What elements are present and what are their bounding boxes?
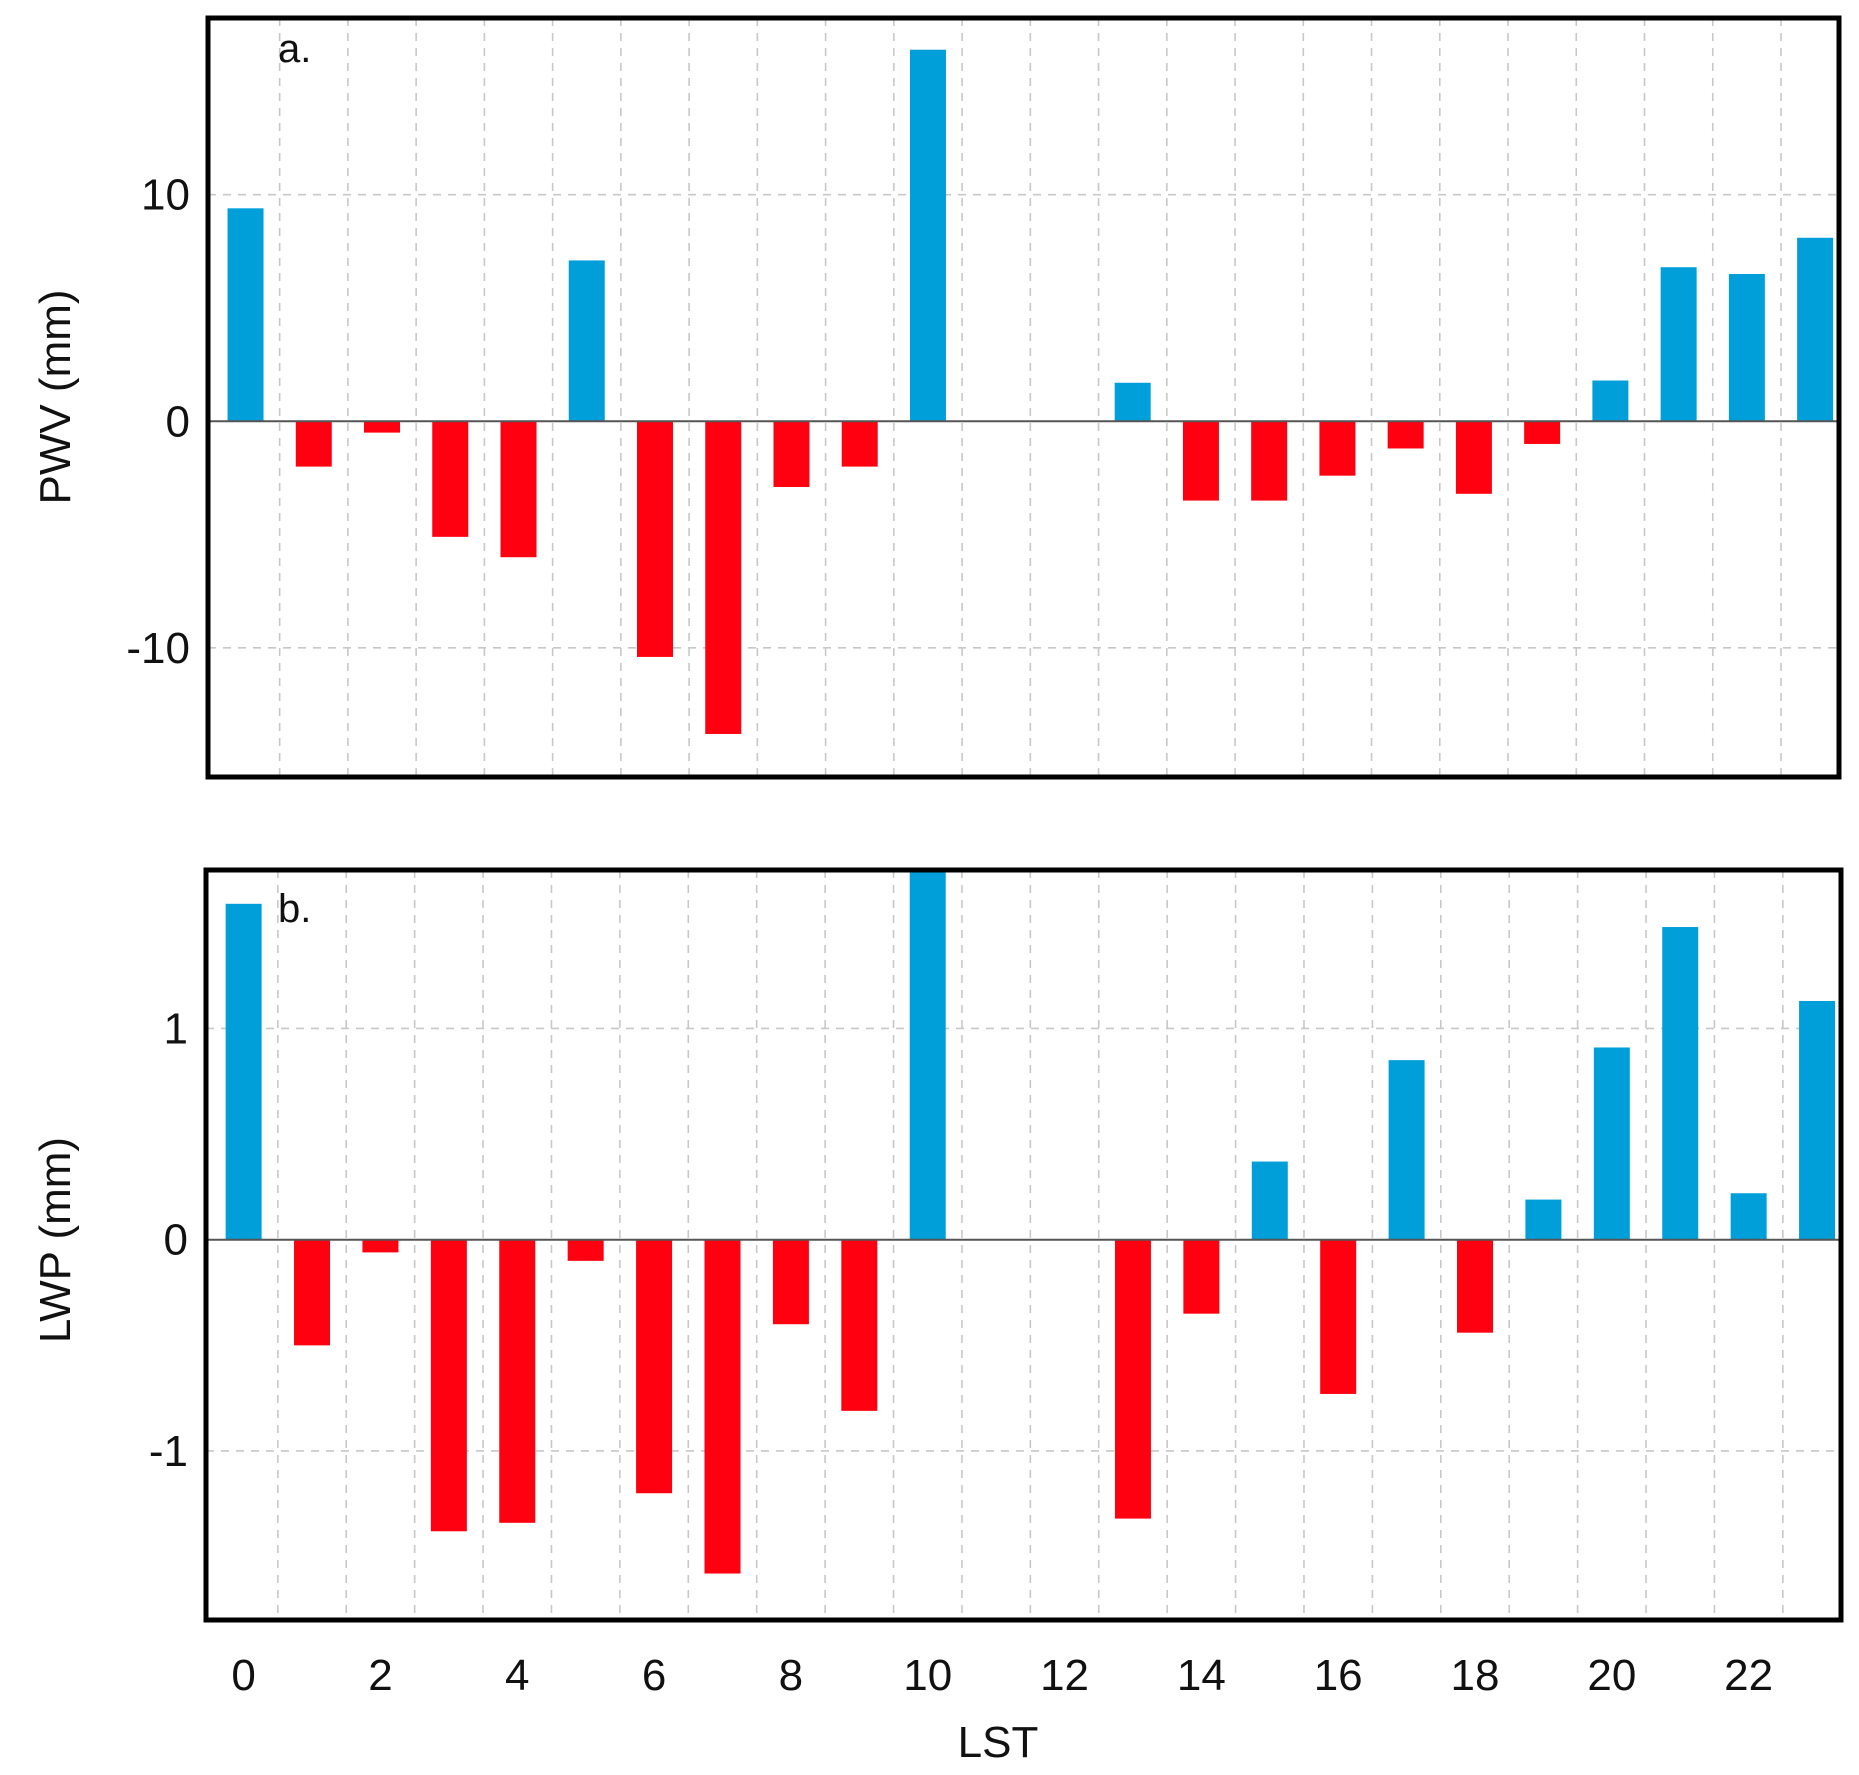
panel-a-y-tick-labels: -10 0 10	[126, 171, 190, 673]
panel-b-y-tick-label: -1	[149, 1427, 188, 1476]
panel-b-x-tick-labels: 0 2 4 6 8 10 12 14 16 18 20 22	[231, 1651, 1773, 1700]
panel-b-bar-10	[909, 872, 946, 1240]
x-tick-label: 0	[231, 1651, 255, 1700]
panel-b-bar-8	[772, 1239, 809, 1325]
x-tick-label: 6	[642, 1651, 666, 1700]
panel-b-bar-16	[1320, 1239, 1357, 1394]
panel-b-bar-15	[1251, 1161, 1288, 1240]
x-tick-label: 12	[1040, 1651, 1089, 1700]
panel-b-bar-20	[1593, 1047, 1630, 1240]
panel-b-y-axis-title: LWP (mm)	[31, 1137, 80, 1343]
panel-b-frame	[203, 867, 1844, 1623]
panel-b-bar-13	[1114, 1239, 1151, 1519]
panel-a-bars	[227, 49, 1834, 734]
panel-b-y-tick-labels: -1 0 1	[149, 1004, 188, 1476]
panel-a-bar-0	[227, 208, 264, 422]
panel-a-frame	[205, 15, 1842, 780]
panel-b-bar-7	[704, 1239, 741, 1574]
panel-b-bar-6	[636, 1239, 673, 1494]
panel-a-bar-10	[909, 49, 946, 422]
panel-b-y-tick-label: 1	[164, 1004, 188, 1053]
panel-a-bar-20	[1592, 380, 1629, 422]
panel-a-pwv-chart: -10 0 10 a. PWV (mm)	[31, 15, 1842, 780]
panel-a-bar-16	[1319, 421, 1356, 476]
x-tick-label: 18	[1451, 1651, 1500, 1700]
panel-a-bar-15	[1251, 421, 1288, 501]
panel-a-y-tick-label: 10	[141, 171, 190, 220]
panel-a-bar-14	[1182, 421, 1219, 501]
panel-a-bar-9	[841, 421, 878, 467]
panel-a-bar-6	[636, 421, 673, 657]
x-tick-label: 8	[779, 1651, 803, 1700]
panel-a-bar-21	[1660, 267, 1697, 422]
x-axis-title: LST	[958, 1718, 1039, 1767]
panel-b-bar-0	[225, 903, 262, 1240]
panel-a-bar-17	[1387, 421, 1424, 449]
panel-b-bar-2	[362, 1239, 399, 1253]
panel-b-bar-5	[567, 1239, 604, 1261]
x-tick-label: 10	[903, 1651, 952, 1700]
panel-a-label: a.	[278, 27, 311, 71]
panel-a-bar-4	[500, 421, 537, 558]
panel-a-bar-8	[773, 421, 810, 487]
panel-a-bar-5	[568, 260, 605, 422]
panel-a-grid	[208, 18, 1839, 777]
panel-b-bar-9	[841, 1239, 878, 1411]
panel-b-bars	[225, 872, 1836, 1574]
panel-a-bar-22	[1728, 274, 1765, 422]
x-tick-label: 16	[1314, 1651, 1363, 1700]
x-tick-label: 14	[1177, 1651, 1226, 1700]
panel-b-bar-3	[430, 1239, 467, 1532]
panel-a-bar-3	[432, 421, 469, 537]
panel-b-bar-18	[1457, 1239, 1494, 1333]
panel-b-grid	[206, 870, 1841, 1620]
panel-a-y-tick-label: 0	[166, 397, 190, 446]
panel-b-bar-4	[499, 1239, 536, 1523]
panel-b-bar-1	[294, 1239, 331, 1346]
panel-b-bar-22	[1730, 1193, 1767, 1240]
panel-b-bar-23	[1799, 1000, 1836, 1240]
panel-b-bar-19	[1525, 1199, 1562, 1240]
panel-a-y-tick-label: -10	[126, 624, 190, 673]
panel-b-bar-14	[1183, 1239, 1220, 1314]
panel-a-bar-1	[295, 421, 332, 467]
panel-a-bar-19	[1524, 421, 1561, 444]
panel-b-bar-21	[1662, 927, 1699, 1240]
x-tick-label: 4	[505, 1651, 529, 1700]
panel-b-bar-17	[1388, 1060, 1425, 1240]
panel-b-y-tick-label: 0	[164, 1216, 188, 1265]
panel-a-bar-2	[364, 421, 401, 433]
panel-a-bar-7	[705, 421, 742, 734]
x-tick-label: 22	[1724, 1651, 1773, 1700]
panel-b-label: b.	[278, 887, 311, 931]
panel-a-bar-23	[1797, 237, 1834, 422]
panel-a-y-axis-title: PWV (mm)	[31, 289, 80, 504]
panel-a-bar-18	[1455, 421, 1492, 494]
panel-a-bar-13	[1114, 382, 1151, 422]
x-tick-label: 2	[368, 1651, 392, 1700]
x-tick-label: 20	[1587, 1651, 1636, 1700]
panel-b-lwp-chart: -1 0 1 0 2 4 6 8 10 12 14 16 18 20 22 b. LWP (mm)	[31, 867, 1844, 1700]
